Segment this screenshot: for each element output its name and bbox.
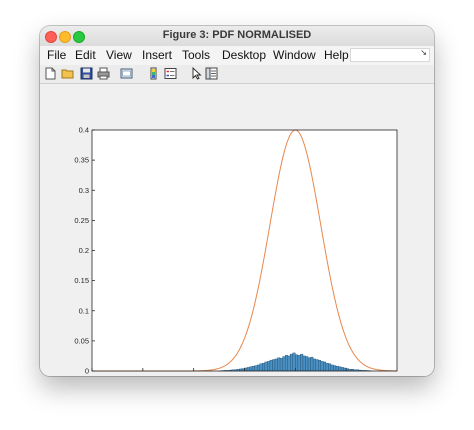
- histogram-bar: [310, 356, 314, 372]
- figure-toolbar: [40, 65, 434, 84]
- menu-window[interactable]: Window: [273, 48, 316, 62]
- histogram-bar: [274, 358, 278, 372]
- y-axis: 0 0.05 0.1 0.15 0.2 0.25 0.3 0.35 0.4: [74, 126, 95, 376]
- insert-colorbar-icon[interactable]: [147, 67, 160, 80]
- histogram-bar: [297, 355, 301, 372]
- menu-view[interactable]: View: [106, 48, 132, 62]
- histogram-bar: [320, 361, 324, 372]
- histogram-bar: [282, 356, 286, 372]
- histogram-bar: [251, 365, 255, 372]
- menu-bar: File Edit View Insert Tools Desktop Wind…: [40, 46, 434, 65]
- y-tick-label: 0: [85, 367, 89, 376]
- histogram-bar: [318, 359, 321, 372]
- insert-legend-icon[interactable]: [164, 67, 177, 80]
- menu-desktop[interactable]: Desktop: [222, 48, 267, 62]
- menu-help[interactable]: Help: [324, 48, 349, 62]
- property-inspector-icon[interactable]: [205, 67, 218, 80]
- histogram-bar: [307, 357, 311, 372]
- x-axis: -6 -4 -2 0 2 4: [89, 368, 348, 376]
- histogram-bar: [279, 358, 283, 372]
- menu-file[interactable]: File: [47, 48, 67, 62]
- histogram-bar: [340, 367, 344, 372]
- histogram-bar: [267, 361, 271, 372]
- y-tick-label: 0.3: [79, 186, 89, 195]
- histogram-bar: [333, 365, 337, 372]
- histogram-bar: [269, 359, 273, 372]
- histogram-bar: [254, 365, 258, 372]
- menu-edit[interactable]: Edit: [75, 48, 96, 62]
- histogram-bar: [290, 353, 293, 372]
- y-tick-label: 0.2: [79, 246, 89, 255]
- x-tick-label: 4: [344, 374, 348, 376]
- histogram-bar: [328, 363, 332, 372]
- menu-overflow-field[interactable]: ↘: [350, 48, 430, 62]
- open-file-icon[interactable]: [61, 67, 74, 80]
- histogram-bar: [305, 356, 309, 372]
- histogram-bar: [330, 364, 334, 372]
- y-tick-label: 0.1: [79, 306, 89, 315]
- window-title: Figure 3: PDF NORMALISED: [162, 29, 312, 41]
- histogram-bar: [257, 364, 260, 372]
- menu-tools[interactable]: Tools: [182, 48, 211, 62]
- histogram-bar: [259, 363, 263, 372]
- link-plot-icon[interactable]: [120, 67, 133, 80]
- x-tick-label: 2: [293, 374, 297, 376]
- histogram-bar: [246, 367, 250, 372]
- minimize-window-button[interactable]: [59, 31, 71, 43]
- histogram-bar: [338, 366, 342, 372]
- y-tick-label: 0.25: [74, 216, 89, 225]
- histogram-bar: [335, 365, 339, 372]
- chart: -6 -4 -2 0 2 4 0 0.05 0.1 0.15 0.2 0.25 0.3 0.35 0.4: [74, 126, 398, 376]
- histogram-bar: [272, 359, 276, 372]
- axes-background: [92, 130, 397, 371]
- print-icon[interactable]: [97, 67, 110, 80]
- chevron-down-icon[interactable]: ↘: [420, 48, 427, 57]
- histogram-bar: [287, 355, 291, 372]
- histogram-bar: [284, 355, 288, 372]
- figure-canvas: -6 -4 -2 0 2 4 0 0.05 0.1 0.15 0.2 0.25 0.3 0.35 0.4: [40, 84, 434, 376]
- close-window-button[interactable]: [45, 31, 57, 43]
- x-tick-label: -4: [139, 374, 146, 376]
- save-icon[interactable]: [80, 67, 93, 80]
- x-tick-label: -6: [89, 374, 96, 376]
- title-bar[interactable]: Figure 3: PDF NORMALISED: [40, 26, 434, 47]
- histogram-bar: [262, 362, 266, 372]
- maximize-window-button[interactable]: [73, 31, 85, 43]
- histogram-bar: [249, 366, 253, 372]
- y-tick-label: 0.05: [74, 336, 89, 345]
- histogram-bar: [300, 353, 304, 372]
- y-tick-label: 0.15: [74, 276, 89, 285]
- y-tick-label: 0.35: [74, 156, 89, 165]
- histogram-bar: [315, 359, 319, 372]
- pointer-icon[interactable]: [190, 67, 203, 80]
- histogram-bar: [277, 357, 281, 372]
- histogram-bar: [264, 361, 268, 372]
- histogram-bar: [325, 362, 329, 372]
- histogram-bar: [323, 361, 327, 372]
- x-tick-label: 0: [242, 374, 246, 376]
- figure-window: Figure 3: PDF NORMALISED File Edit View …: [40, 26, 434, 376]
- menu-insert[interactable]: Insert: [142, 48, 173, 62]
- histogram-bar: [302, 355, 306, 372]
- x-tick-label: -2: [190, 374, 197, 376]
- y-tick-label: 0.4: [79, 126, 89, 135]
- new-figure-icon[interactable]: [44, 67, 57, 80]
- histogram-bar: [312, 358, 316, 372]
